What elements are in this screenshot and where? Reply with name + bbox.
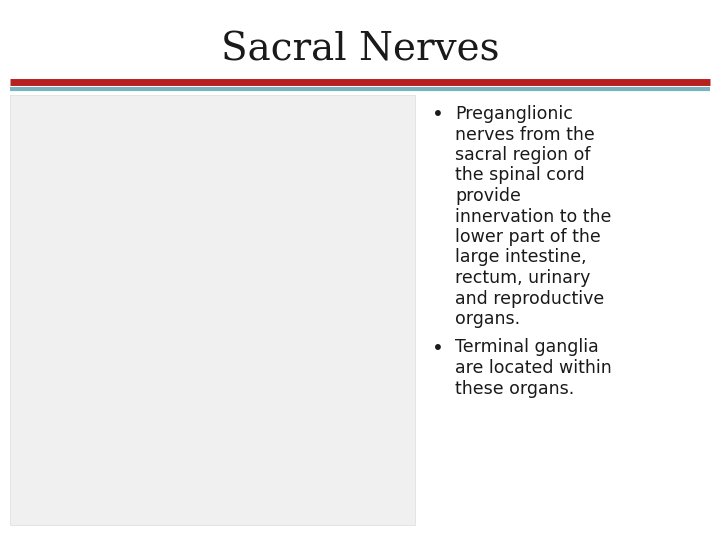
- Text: nerves from the: nerves from the: [455, 125, 595, 144]
- Text: are located within: are located within: [455, 359, 612, 377]
- Text: •: •: [432, 339, 444, 357]
- Text: provide: provide: [455, 187, 521, 205]
- Text: innervation to the: innervation to the: [455, 207, 611, 226]
- Text: rectum, urinary: rectum, urinary: [455, 269, 590, 287]
- Text: •: •: [432, 105, 444, 124]
- Text: Preganglionic: Preganglionic: [455, 105, 573, 123]
- Text: these organs.: these organs.: [455, 380, 575, 397]
- Text: large intestine,: large intestine,: [455, 248, 587, 267]
- Text: lower part of the: lower part of the: [455, 228, 600, 246]
- Text: Sacral Nerves: Sacral Nerves: [221, 31, 499, 69]
- Text: the spinal cord: the spinal cord: [455, 166, 585, 185]
- Text: organs.: organs.: [455, 310, 520, 328]
- Text: sacral region of: sacral region of: [455, 146, 590, 164]
- Text: and reproductive: and reproductive: [455, 289, 604, 307]
- Bar: [10, 95, 415, 525]
- Text: Terminal ganglia: Terminal ganglia: [455, 339, 599, 356]
